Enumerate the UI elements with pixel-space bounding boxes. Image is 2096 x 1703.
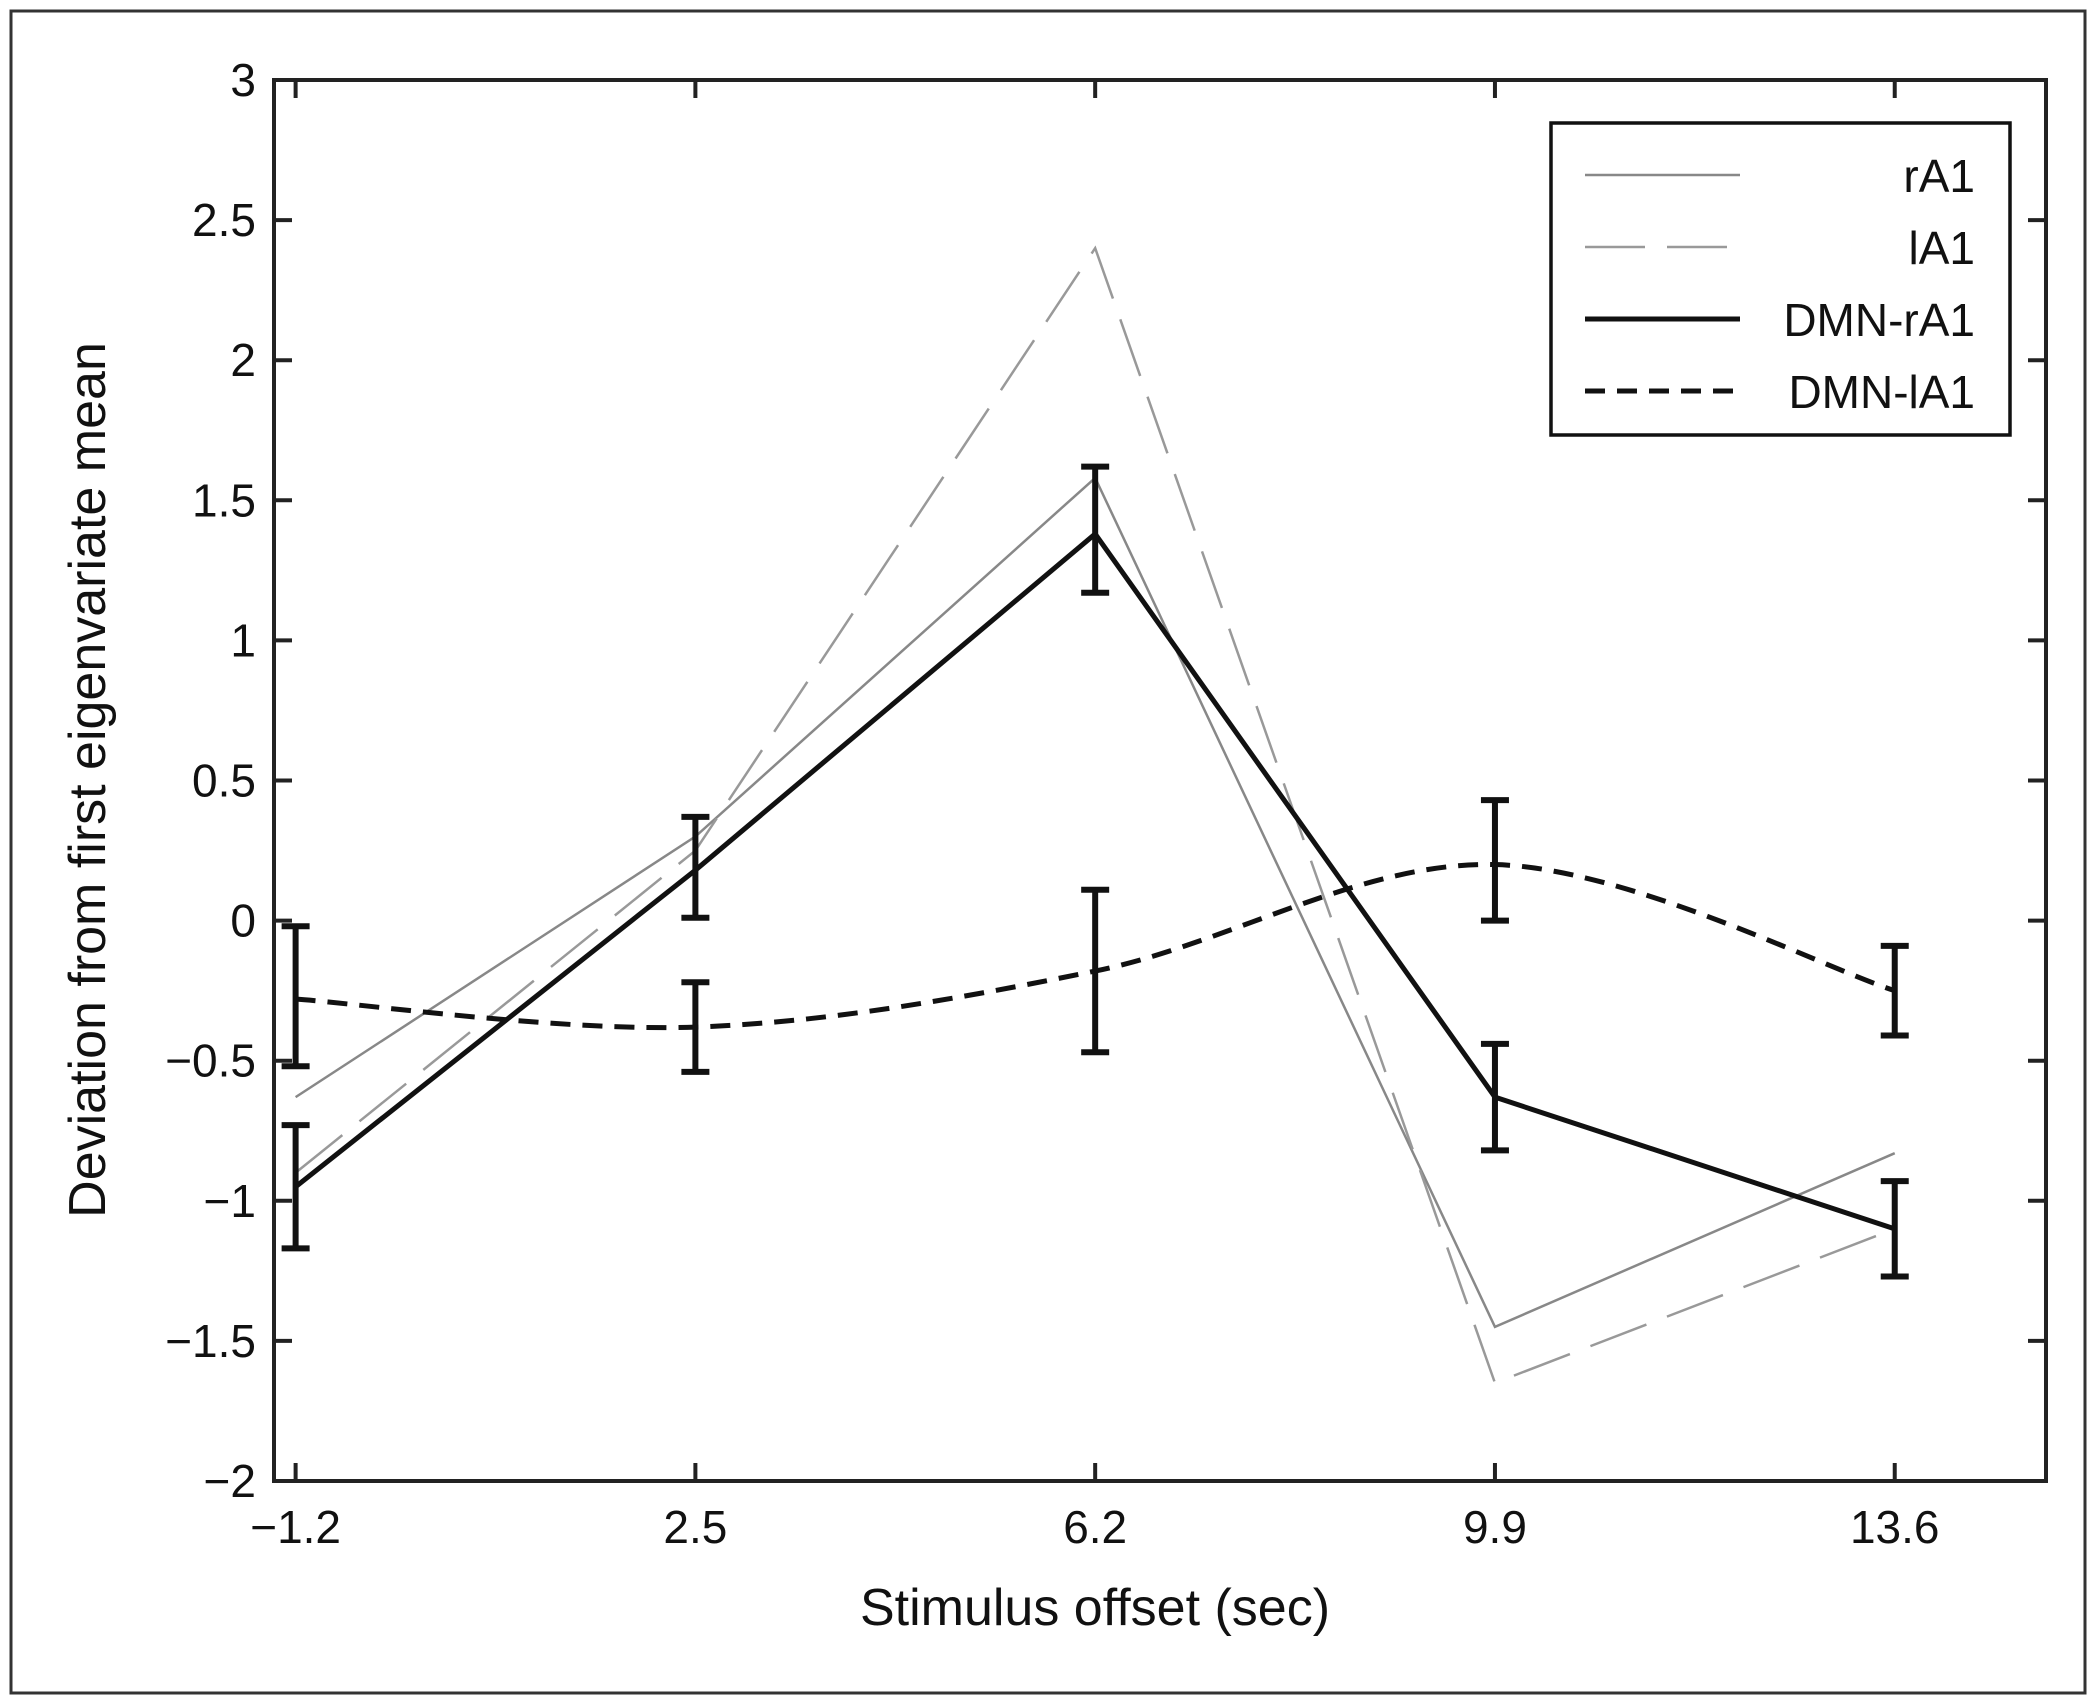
x-axis-label: Stimulus offset (sec)	[860, 1579, 1330, 1637]
legend: rA1 lA1 DMN-rA1 DMN-lA1	[1549, 121, 2012, 437]
y-tick-label: 1.5	[192, 474, 256, 526]
y-tick-label: −1	[204, 1175, 256, 1227]
x-tick-label: 2.5	[663, 1501, 727, 1553]
x-tick-label: 13.6	[1850, 1501, 1940, 1553]
y-tick-label: −1.5	[165, 1315, 256, 1367]
x-tick-label: 6.2	[1063, 1501, 1127, 1553]
x-tick-label: −1.2	[250, 1501, 341, 1553]
legend-label: rA1	[1903, 150, 1975, 202]
y-tick-label: −0.5	[165, 1035, 256, 1087]
x-tick-label: 9.9	[1463, 1501, 1527, 1553]
y-tick-label: 2	[230, 334, 256, 386]
y-tick-label: 0	[230, 895, 256, 947]
y-tick-label: 1	[230, 614, 256, 666]
y-tick-label: 3	[230, 54, 256, 106]
y-tick-label: 2.5	[192, 194, 256, 246]
legend-label: DMN-rA1	[1783, 294, 1975, 346]
y-axis-label: Deviation from first eigenvariate mean	[59, 342, 117, 1218]
y-tick-label: −2	[204, 1455, 256, 1507]
legend-label: DMN-lA1	[1788, 366, 1975, 418]
legend-label: lA1	[1909, 222, 1975, 274]
y-tick-label: 0.5	[192, 755, 256, 807]
